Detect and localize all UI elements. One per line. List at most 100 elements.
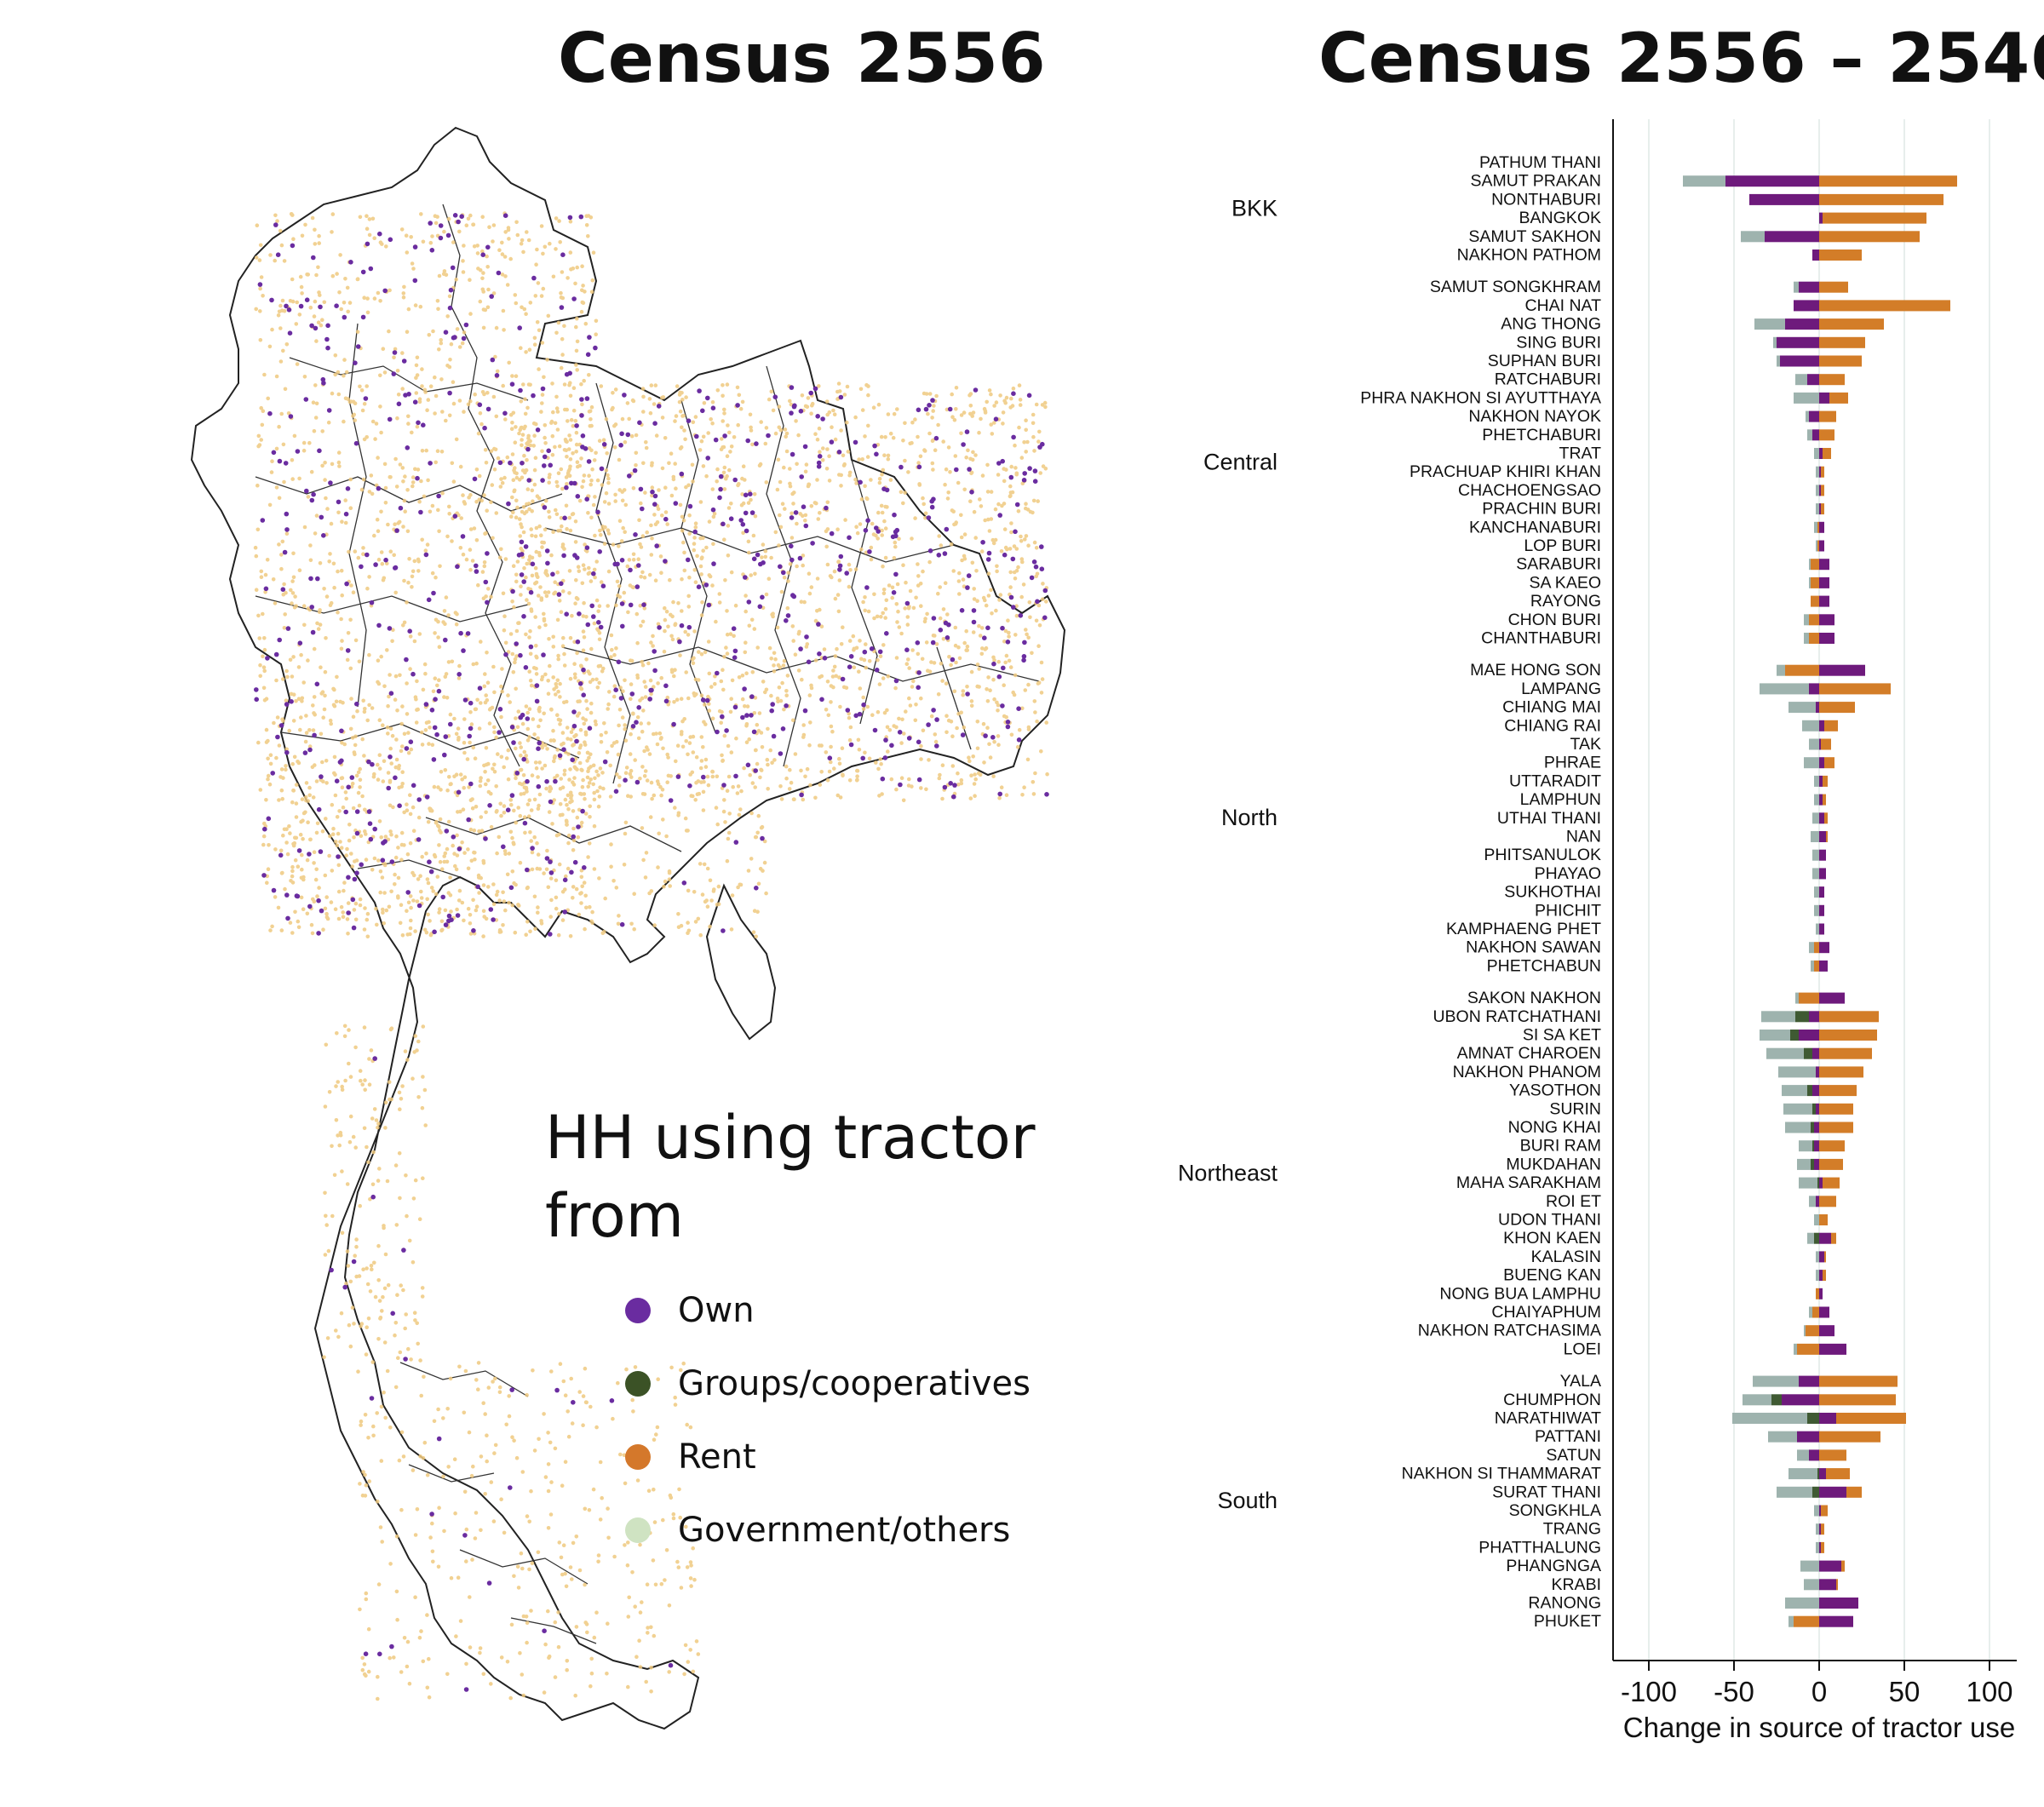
- map-dot-rent: [496, 456, 501, 461]
- bar-gov: [1795, 992, 1799, 1004]
- map-dot-rent: [411, 475, 416, 479]
- map-dot-rent: [415, 355, 420, 360]
- map-dot-rent: [379, 430, 383, 435]
- map-dot-rent: [406, 422, 411, 426]
- map-dot-rent: [307, 728, 312, 732]
- map-dot-rent: [313, 299, 318, 304]
- map-dot-rent: [415, 424, 420, 429]
- map-dot-rent: [270, 327, 274, 332]
- bar-own: [1819, 775, 1823, 787]
- map-dot-rent: [340, 776, 345, 780]
- map-dot-rent: [435, 299, 440, 303]
- map-dot-rent: [507, 360, 511, 365]
- map-dot-rent: [253, 545, 258, 550]
- map-dot-rent: [382, 684, 387, 689]
- map-dot-rent: [337, 809, 342, 813]
- map-dot-rent: [421, 239, 426, 244]
- map-dot-rent: [360, 408, 365, 413]
- map-dot-rent: [356, 770, 361, 775]
- map-dot-rent: [271, 577, 276, 582]
- map-dot-rent: [258, 674, 263, 679]
- map-dot-rent: [568, 528, 573, 533]
- map-dot-rent: [342, 373, 346, 378]
- map-dot-rent: [559, 290, 563, 295]
- map-dot-rent: [395, 416, 399, 421]
- map-dot-rent: [417, 397, 422, 402]
- bar-own: [1819, 1177, 1823, 1189]
- map-dot-rent: [507, 900, 511, 905]
- map-dot-rent: [560, 524, 564, 529]
- chart-title: Census 2556 – 2546: [1318, 19, 2044, 98]
- map-dot-rent: [447, 294, 452, 299]
- map-dot-rent: [274, 755, 278, 760]
- map-dot-rent: [388, 673, 392, 677]
- map-dot-rent: [310, 215, 315, 221]
- map-dot-rent: [323, 461, 327, 465]
- map-dot-rent: [465, 757, 470, 761]
- map-dot-rent: [484, 782, 488, 787]
- bar-rent: [1814, 960, 1819, 972]
- map-dot-rent: [575, 316, 579, 321]
- thailand-map: [0, 119, 1099, 1788]
- map-dot-rent: [320, 463, 324, 468]
- map-dot-rent: [360, 794, 365, 799]
- bar-gov: [1811, 831, 1819, 842]
- bar-rent: [1819, 318, 1884, 330]
- bar-own: [1794, 300, 1819, 312]
- map-dot-rent: [296, 760, 301, 766]
- map-dot-rent: [322, 587, 326, 591]
- map-dot-rent: [267, 502, 273, 508]
- map-dot-rent: [291, 692, 296, 697]
- bar-gov: [1794, 392, 1819, 404]
- map-dot-rent: [350, 736, 355, 740]
- map-dot-rent: [437, 824, 441, 829]
- map-dot-rent: [393, 456, 398, 462]
- bar-group: [1817, 1177, 1819, 1189]
- map-dot-rent: [292, 433, 297, 439]
- map-dot-rent: [495, 889, 500, 894]
- bar-rent: [1819, 374, 1845, 386]
- map-dot-rent: [399, 721, 405, 726]
- map-dot-rent: [457, 345, 462, 349]
- map-dot-rent: [441, 620, 445, 624]
- map-dot-rent: [505, 455, 510, 460]
- map-dot-rent: [502, 811, 507, 815]
- map-dot-rent: [594, 332, 598, 337]
- map-dot-rent: [295, 300, 300, 305]
- map-dot-rent: [504, 756, 509, 760]
- map-dot-rent: [525, 802, 531, 806]
- map-dot-rent: [324, 911, 329, 916]
- map-dot-rent: [502, 628, 507, 633]
- map-dot-rent: [313, 531, 318, 536]
- map-dot-rent: [313, 416, 319, 420]
- map-dot-rent: [324, 594, 330, 599]
- map-dot-rent: [532, 468, 537, 473]
- map-dot-rent: [312, 861, 316, 865]
- map-dot-rent: [447, 504, 451, 509]
- map-dot-rent: [466, 906, 471, 911]
- map-dot-rent: [525, 230, 529, 234]
- map-dot-rent: [587, 373, 591, 377]
- map-dot-rent: [577, 498, 583, 503]
- map-dot-rent: [358, 785, 362, 789]
- map-dot-rent: [299, 715, 303, 720]
- map-dot-rent: [411, 569, 416, 574]
- map-dot-rent: [584, 905, 589, 910]
- map-dot-rent: [358, 766, 363, 772]
- map-dot-rent: [402, 620, 407, 625]
- map-dot-rent: [556, 653, 560, 658]
- map-dot-rent: [405, 250, 410, 255]
- map-dot-rent: [448, 893, 453, 898]
- map-dot-rent: [491, 902, 497, 907]
- map-dot-rent: [282, 479, 286, 485]
- map-dot-rent: [515, 505, 520, 510]
- map-dot-rent: [481, 271, 485, 275]
- map-dot-rent: [450, 461, 455, 466]
- map-dot-rent: [383, 501, 388, 505]
- map-dot-rent: [297, 568, 302, 572]
- map-dot-rent: [382, 891, 387, 895]
- map-dot-rent: [455, 611, 459, 617]
- map-dot-rent: [351, 590, 356, 594]
- bar-own: [1819, 868, 1826, 880]
- map-dot-rent: [262, 647, 267, 652]
